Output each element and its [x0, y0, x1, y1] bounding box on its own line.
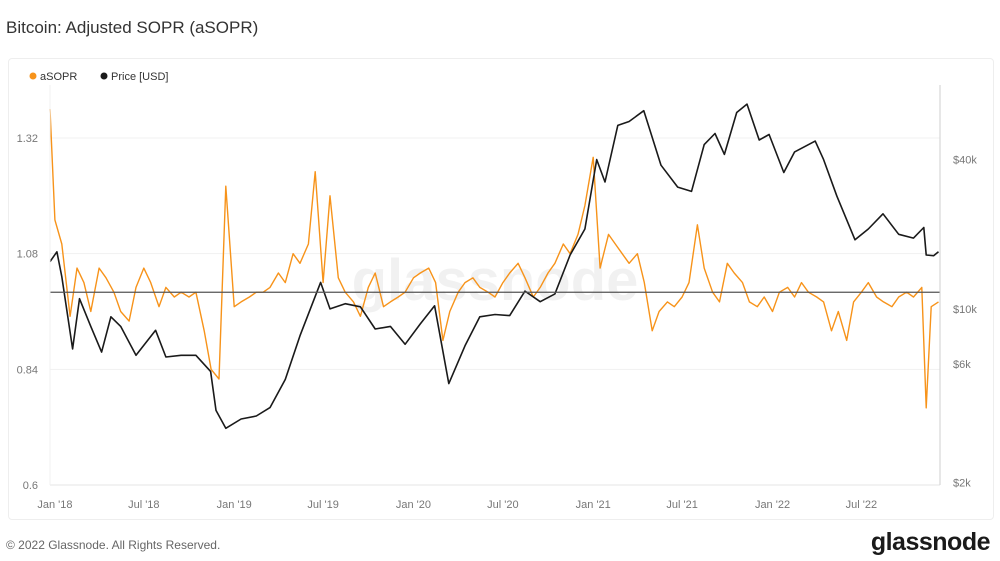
- page-title: Bitcoin: Adjusted SOPR (aSOPR): [6, 18, 259, 37]
- y-right-tick-label: $6k: [953, 359, 971, 371]
- copyright: © 2022 Glassnode. All Rights Reserved.: [6, 538, 221, 552]
- y-right-tick-label: $40k: [953, 155, 977, 167]
- x-tick-label: Jan '21: [576, 499, 611, 511]
- y-left-tick-label: 0.84: [17, 364, 38, 376]
- x-tick-label: Jul '19: [307, 499, 338, 511]
- y-right-tick-label: $2k: [953, 477, 971, 489]
- series-layer: [49, 103, 940, 430]
- x-tick-label: Jul '18: [128, 499, 159, 511]
- glassnode-logo[interactable]: glassnode: [870, 528, 991, 556]
- legend-price-marker: [100, 72, 108, 80]
- x-tick-label: Jul '21: [666, 499, 697, 511]
- y-right-tick-label: $10k: [953, 304, 977, 316]
- x-tick-label: Jan '19: [217, 499, 252, 511]
- legend: aSOPR Price [USD]: [29, 71, 168, 83]
- chart-card: [8, 58, 994, 520]
- x-tick-label: Jan '20: [396, 499, 431, 511]
- x-tick-label: Jan '18: [37, 499, 72, 511]
- y-left-tick-label: 1.08: [17, 249, 38, 261]
- x-tick-label: Jul '20: [487, 499, 518, 511]
- watermark: glassnode: [352, 248, 639, 313]
- legend-asopr-label[interactable]: aSOPR: [40, 71, 77, 83]
- price-line: [49, 103, 939, 430]
- y-left-tick-label: 1.32: [17, 133, 38, 145]
- x-tick-label: Jan '22: [755, 499, 790, 511]
- y-left-tick-label: 0.6: [23, 480, 38, 492]
- legend-price-label[interactable]: Price [USD]: [111, 71, 168, 83]
- legend-asopr-marker: [29, 72, 37, 80]
- x-tick-label: Jul '22: [846, 499, 877, 511]
- axes: 0.6 0.84 1.08 1.32 $2k $6k $10k $40k Jan '18 Jul …: [17, 85, 977, 511]
